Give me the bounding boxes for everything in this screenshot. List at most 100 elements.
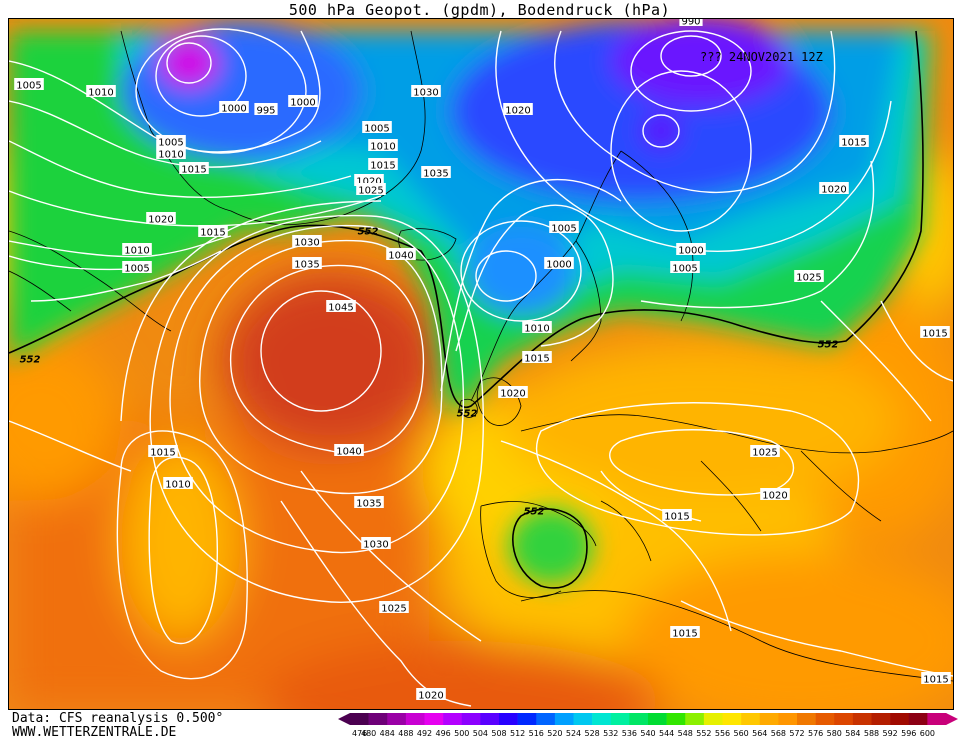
legend-swatch (554, 713, 574, 725)
isobar-label: 1015 (148, 445, 178, 459)
website-link[interactable]: WWW.WETTERZENTRALE.DE (12, 725, 177, 740)
legend-tick-label: 584 (845, 729, 860, 738)
isobar-label: 1020 (760, 488, 790, 502)
geopotential-field (9, 19, 953, 709)
legend-swatch (499, 713, 518, 725)
legend-swatch (592, 713, 612, 725)
legend-tick-label: 516 (529, 729, 544, 738)
legend-tick-label: 588 (864, 729, 879, 738)
svg-text:1015: 1015 (370, 161, 395, 172)
svg-text:1000: 1000 (290, 98, 315, 109)
legend-tick-label: 544 (659, 729, 674, 738)
legend-swatch (424, 713, 444, 725)
legend-swatch (350, 713, 369, 725)
svg-text:1010: 1010 (158, 150, 183, 161)
svg-text:1020: 1020 (821, 185, 846, 196)
isobar-label: 1005 (549, 221, 579, 235)
legend-swatch (759, 713, 779, 725)
svg-text:1005: 1005 (16, 81, 41, 92)
isobar-labels: 1005101010051010101510201015101010051000… (14, 19, 951, 702)
legend-tick-label: 536 (622, 729, 637, 738)
svg-text:1010: 1010 (124, 246, 149, 257)
svg-text:1015: 1015 (200, 228, 225, 239)
isobar-label: 1000 (544, 257, 574, 271)
legend-tick-label: 596 (901, 729, 916, 738)
isobar-label: 1000 (288, 95, 318, 109)
isobar-label: 1005 (156, 135, 186, 149)
svg-text:1040: 1040 (336, 447, 361, 458)
isobar-label: 1015 (198, 225, 228, 239)
svg-text:1015: 1015 (841, 138, 866, 149)
legend-tick-label: 580 (827, 729, 842, 738)
legend-swatch (387, 713, 407, 725)
svg-text:1025: 1025 (358, 186, 383, 197)
legend-swatch (629, 713, 649, 725)
legend-tick-label: 476 (352, 729, 367, 738)
legend-tick-label: 592 (882, 729, 897, 738)
legend-swatch (908, 713, 928, 725)
svg-text:1015: 1015 (664, 512, 689, 523)
legend-tick-label: 560 (733, 729, 748, 738)
legend-swatch (778, 713, 798, 725)
isobar-label: 1025 (750, 445, 780, 459)
isobar-label: 1025 (356, 183, 386, 197)
svg-text:1030: 1030 (294, 238, 319, 249)
isobar-label: 1010 (86, 85, 116, 99)
legend-tick-label: 576 (808, 729, 823, 738)
legend-swatch (797, 713, 816, 725)
svg-text:1020: 1020 (418, 691, 443, 702)
svg-text:1025: 1025 (381, 604, 406, 615)
isobar-label: 1045 (326, 300, 356, 314)
legend-tick-label: 484 (380, 729, 395, 738)
svg-text:1020: 1020 (500, 389, 525, 400)
svg-text:995: 995 (256, 106, 275, 117)
legend-swatch (703, 713, 723, 725)
svg-text:1040: 1040 (388, 251, 413, 262)
svg-text:1025: 1025 (796, 273, 821, 284)
isobar-label: 1040 (334, 444, 364, 458)
legend-tick-label: 508 (491, 729, 506, 738)
legend-tick-label: 552 (696, 729, 711, 738)
legend-swatch (834, 713, 854, 725)
svg-text:1015: 1015 (923, 675, 948, 686)
legend-swatch (852, 713, 872, 725)
isobar-label: 1015 (839, 135, 869, 149)
isobar-label: 1015 (921, 672, 951, 686)
legend-swatch (871, 713, 891, 725)
legend-tick-label: 496 (435, 729, 450, 738)
svg-text:1030: 1030 (413, 88, 438, 99)
legend-swatch (368, 713, 388, 725)
isobar-label: 1020 (819, 182, 849, 196)
legend-swatch (666, 713, 686, 725)
legend-tick-label: 492 (417, 729, 432, 738)
data-source-text: Data: CFS reanalysis 0.500° (12, 711, 224, 726)
legend-swatch (461, 713, 481, 725)
geopotential-label: 552 (818, 340, 839, 351)
legend-swatch (890, 713, 910, 725)
svg-text:1010: 1010 (165, 480, 190, 491)
isobar-label: 1015 (670, 626, 700, 640)
weather-map: 1005 1010 1005 1010 1015 1020 1015 1010 1005 1000… (8, 18, 954, 710)
legend-tick-label: 572 (789, 729, 804, 738)
svg-text:1015: 1015 (524, 354, 549, 365)
isobar-label: 1035 (292, 257, 322, 271)
legend-swatch (443, 713, 463, 725)
legend-tick-label: 556 (715, 729, 730, 738)
svg-text:1000: 1000 (221, 104, 246, 115)
legend-swatch (405, 713, 425, 725)
legend-swatch (741, 713, 761, 725)
isobar-label: 995 (254, 103, 278, 117)
svg-text:1025: 1025 (752, 448, 777, 459)
legend-swatch (517, 713, 537, 725)
isobar-label: 1035 (421, 166, 451, 180)
legend-swatch (610, 713, 630, 725)
legend-swatch (685, 713, 705, 725)
svg-text:1030: 1030 (363, 540, 388, 551)
svg-text:1020: 1020 (762, 491, 787, 502)
svg-text:1015: 1015 (181, 165, 206, 176)
color-legend-swatches (338, 713, 958, 725)
svg-text:1010: 1010 (524, 324, 549, 335)
isobar-label: 1000 (676, 243, 706, 257)
isobar-label: 1015 (662, 509, 692, 523)
